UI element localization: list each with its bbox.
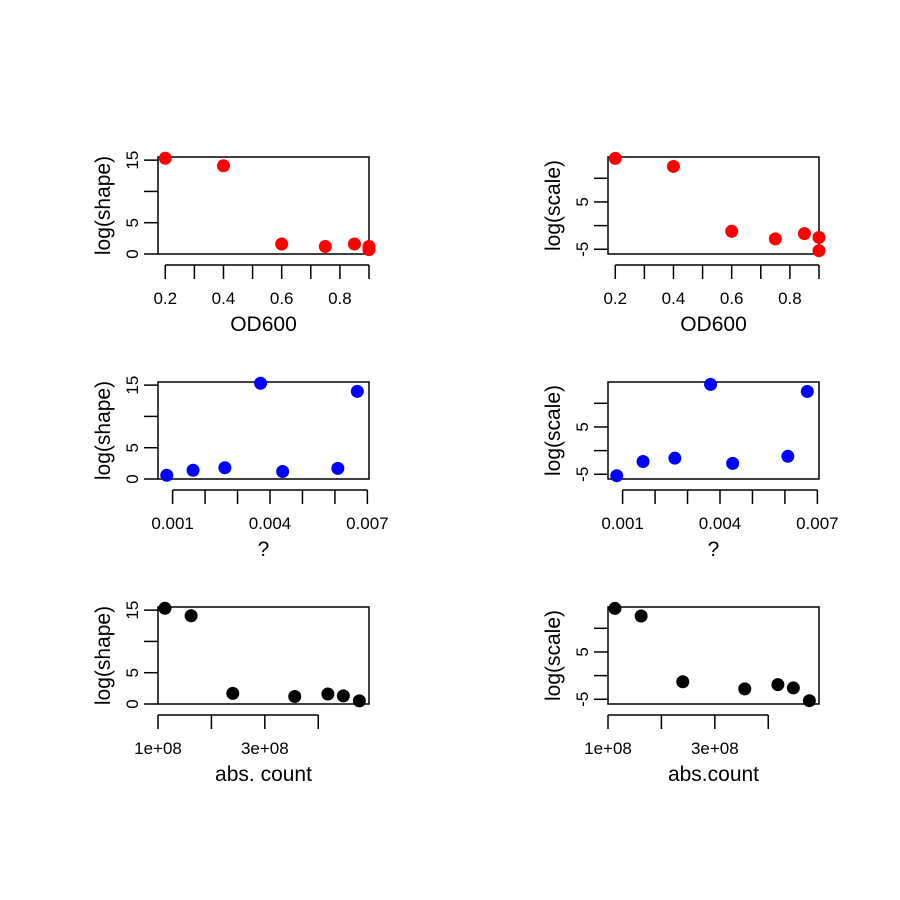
data-point (318, 239, 332, 253)
data-point (676, 675, 690, 689)
data-point (812, 230, 826, 244)
x-tick-label: 0.2 (603, 289, 627, 308)
x-tick-label: 0.4 (212, 289, 236, 308)
panel-4: 0.001 0.004 0.007 -5 5? log(scale) (542, 377, 839, 561)
y-axis-label: log(scale) (542, 610, 565, 701)
y-axis-label: log(shape) (92, 606, 115, 705)
y-tick-label: 15 (123, 601, 142, 620)
data-point (812, 244, 826, 258)
y-tick-label: -5 (573, 242, 592, 257)
panel-2: 0.2 0.4 0.6 0.8 -5 5 OD600 log(scale) (542, 151, 826, 336)
plot-frame (607, 606, 820, 705)
x-tick-label: 3e+08 (241, 739, 289, 758)
data-point (288, 689, 302, 703)
x-axis-label: OD600 (680, 313, 747, 336)
data-point (347, 237, 361, 251)
data-point (726, 456, 740, 470)
data-point (608, 601, 622, 615)
data-point (276, 464, 290, 478)
x-axis-label: abs.count (668, 763, 759, 786)
data-point (802, 694, 816, 708)
x-tick-label: 1e+08 (584, 739, 632, 758)
data-point (634, 609, 648, 623)
data-point (254, 376, 268, 390)
y-tick-label: -5 (573, 467, 592, 482)
x-axis-label: abs. count (215, 763, 312, 786)
y-tick-label: 0 (123, 249, 142, 258)
y-tick-label: -5 (573, 692, 592, 707)
y-tick-label: 15 (123, 376, 142, 395)
y-tick-label: 0 (123, 699, 142, 708)
data-point (184, 609, 198, 623)
y-tick-label: 5 (123, 443, 142, 452)
y-axis-label: log(shape) (92, 156, 115, 255)
data-point (668, 451, 682, 465)
plot-frame (157, 606, 370, 705)
data-point (768, 232, 782, 246)
data-point (186, 463, 200, 477)
y-axis-label: log(scale) (542, 160, 565, 251)
data-point (275, 237, 289, 251)
data-point (608, 151, 622, 165)
data-point (160, 468, 174, 482)
x-tick-label: 0.8 (328, 289, 352, 308)
data-point (786, 681, 800, 695)
x-tick-label: 0.2 (153, 289, 177, 308)
x-axis-label: OD600 (230, 313, 297, 336)
x-tick-label: 0.6 (270, 289, 294, 308)
x-tick-label: 0.001 (151, 514, 194, 533)
data-point (336, 689, 350, 703)
y-tick-label: 5 (573, 647, 592, 656)
x-axis-label: ? (708, 538, 720, 561)
panel-5: 1e+08 3e+08 0 5 15 abs. count log(shape) (92, 601, 370, 786)
x-tick-label: 0.4 (662, 289, 686, 308)
x-tick-label: 0.007 (346, 514, 389, 533)
data-point (331, 461, 345, 475)
data-point (725, 224, 739, 238)
x-tick-label: 0.6 (720, 289, 744, 308)
y-tick-label: 5 (123, 218, 142, 227)
data-point (216, 159, 230, 173)
y-axis-label: log(scale) (542, 385, 565, 476)
x-axis-label: ? (258, 538, 270, 561)
data-point (800, 384, 814, 398)
x-tick-label: 0.007 (796, 514, 839, 533)
plot-frame (157, 156, 370, 255)
data-point (158, 601, 172, 615)
data-point (797, 227, 811, 241)
data-point (218, 461, 232, 475)
data-point (321, 687, 335, 701)
data-point (771, 678, 785, 692)
panel-1: 0.2 0.4 0.6 0.8 0 5 15 OD600 log(shape) (92, 151, 376, 336)
data-point (738, 682, 752, 696)
data-point (362, 243, 376, 257)
panel-3: 0.001 0.004 0.007 0 5 15? log(shape) (92, 376, 389, 561)
x-tick-label: 1e+08 (134, 739, 182, 758)
x-tick-label: 0.004 (699, 514, 742, 533)
data-point (781, 449, 795, 463)
x-tick-label: 3e+08 (691, 739, 739, 758)
data-point (350, 384, 364, 398)
y-tick-label: 5 (573, 422, 592, 431)
x-tick-label: 0.001 (601, 514, 644, 533)
y-axis-label: log(shape) (92, 381, 115, 480)
y-tick-label: 15 (123, 151, 142, 170)
panel-6: 1e+08 3e+08 -5 5 abs.count log(scale) (542, 601, 820, 786)
data-point (636, 454, 650, 468)
data-point (226, 686, 240, 700)
data-point (610, 469, 624, 483)
y-tick-label: 0 (123, 474, 142, 483)
x-tick-label: 0.004 (249, 514, 292, 533)
x-tick-label: 0.8 (778, 289, 802, 308)
data-point (352, 694, 366, 708)
y-tick-label: 5 (123, 668, 142, 677)
plot-frame (607, 156, 820, 255)
data-point (704, 377, 718, 391)
data-point (666, 159, 680, 173)
data-point (158, 151, 172, 165)
y-tick-label: 5 (573, 197, 592, 206)
